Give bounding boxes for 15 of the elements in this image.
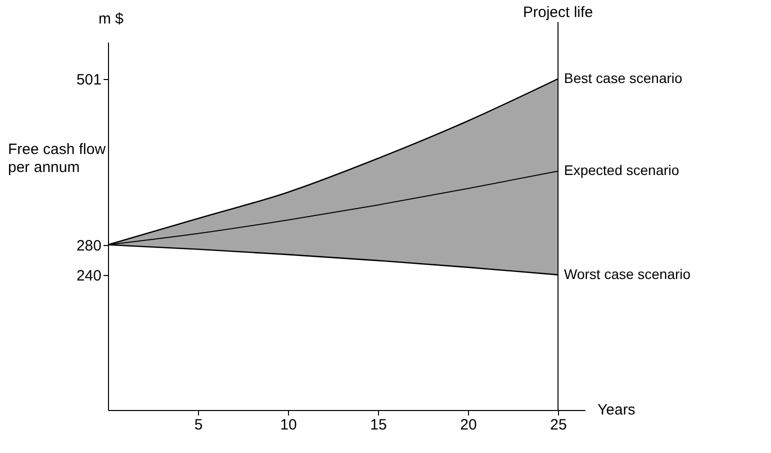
x-tick-label: 5 xyxy=(194,416,203,434)
y-tick-label: 501 xyxy=(76,71,102,88)
text: Free cash flow per annum xyxy=(8,141,106,176)
annotation: Worst case scenario xyxy=(564,266,691,282)
annotation: Best case scenario xyxy=(564,70,682,86)
x-axis-title: Years xyxy=(598,402,636,418)
ref-line-label: Project life xyxy=(522,4,594,21)
series-label: Expected scenario xyxy=(564,162,680,178)
x-tick-label: 15 xyxy=(370,416,387,434)
x-tick-label: 20 xyxy=(460,416,477,434)
x-tick-label: 10 xyxy=(280,416,297,434)
y-tick-label: 240 xyxy=(76,267,102,284)
y-tick-label: 280 xyxy=(76,237,102,254)
x-tick-label: 25 xyxy=(550,416,567,434)
y-axis-title: m $ xyxy=(98,10,124,28)
